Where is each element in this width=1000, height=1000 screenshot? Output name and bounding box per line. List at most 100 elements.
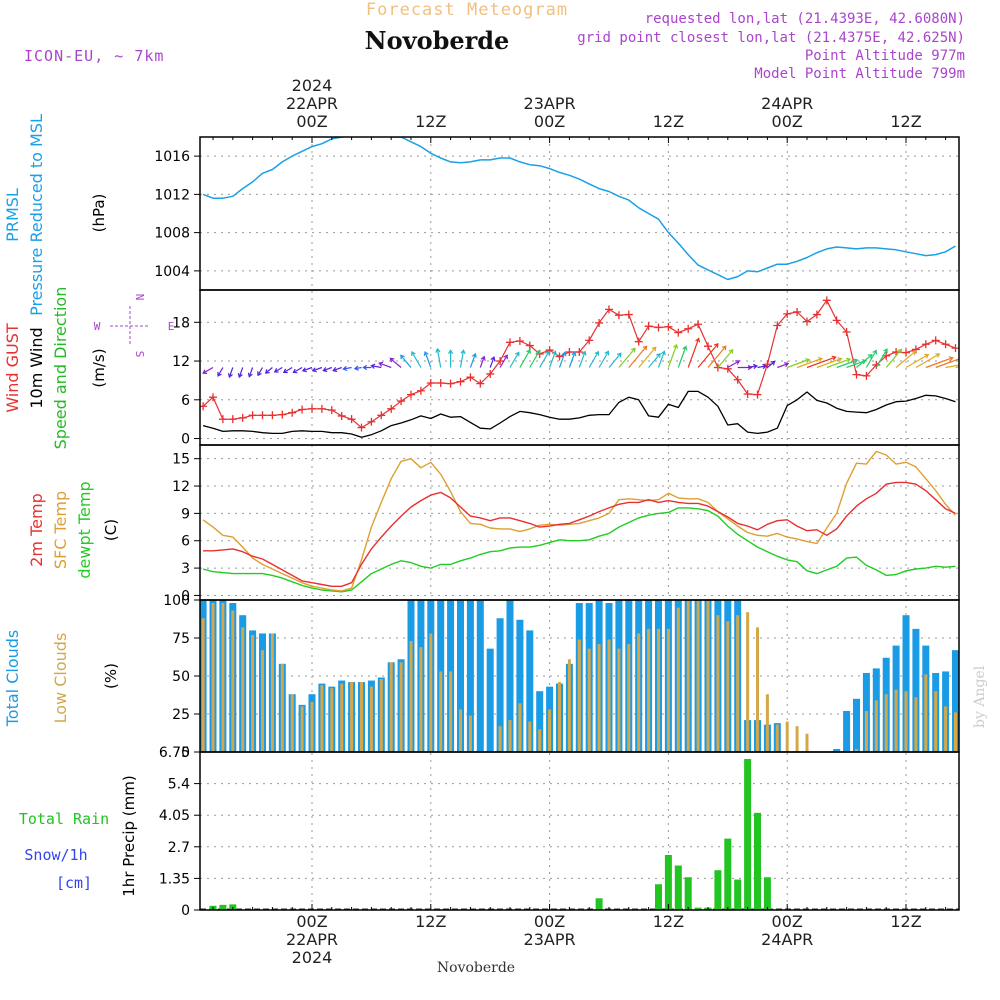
wind-direction-arrow xyxy=(796,357,823,369)
total-cloud-bar xyxy=(536,691,544,752)
wind-direction-arrow xyxy=(237,367,244,379)
low-cloud-bar xyxy=(468,715,472,752)
gust-point xyxy=(812,310,821,319)
wind-direction-arrow xyxy=(915,353,941,369)
low-cloud-bar xyxy=(231,610,235,752)
wind-direction-arrow xyxy=(598,350,610,368)
cloud-unit: (%) xyxy=(102,663,120,689)
pressure-label: Pressure Reduced to MSL xyxy=(27,114,46,316)
dewpt-line xyxy=(202,507,956,593)
wind-direction-arrow xyxy=(509,351,520,368)
location-title: Novoberde xyxy=(365,26,510,55)
gust-point xyxy=(872,360,881,369)
wind-direction-arrow xyxy=(836,358,859,369)
bottom-time-label: 00Z xyxy=(296,912,327,931)
gust-point xyxy=(951,344,959,353)
wind-direction-arrow xyxy=(925,356,954,369)
wind-direction-arrow xyxy=(202,366,214,374)
gust-point xyxy=(228,415,237,424)
rain-bar xyxy=(219,904,227,910)
gust-point xyxy=(723,364,732,373)
panel-frame xyxy=(199,136,960,291)
gust-point xyxy=(743,389,752,398)
temp-unit: (C) xyxy=(102,519,120,541)
low-cloud-bar xyxy=(944,706,948,752)
wind-direction-arrow xyxy=(826,357,852,369)
low-cloud-bar xyxy=(884,694,888,752)
y-tick-label: 15 xyxy=(172,452,190,468)
low-cloud-bar xyxy=(637,633,641,752)
gust-point xyxy=(595,318,604,327)
watermark: by Angel xyxy=(972,665,988,728)
rain-bar xyxy=(734,879,742,910)
top-time-label: 00Z xyxy=(534,112,565,131)
wind-direction-arrow xyxy=(362,364,372,371)
panel-frame xyxy=(199,444,960,601)
low-cloud-bar xyxy=(567,659,571,752)
low-cloud-bar xyxy=(221,603,225,752)
total-cloud-bar xyxy=(486,648,494,752)
wind-direction-arrow xyxy=(489,356,496,368)
low-cloud-bar xyxy=(795,726,799,752)
gust-point xyxy=(614,311,623,320)
wind-direction-arrow xyxy=(816,357,843,369)
bottom-time-label: 24APR xyxy=(761,930,813,949)
y-tick-label: 50 xyxy=(172,669,190,685)
gust-point xyxy=(446,379,455,388)
wind-direction-arrow xyxy=(856,353,873,368)
low-cloud-bar xyxy=(716,615,720,752)
low-cloud-bar xyxy=(379,679,383,752)
y-tick-label: 1004 xyxy=(154,264,190,280)
gust-point xyxy=(387,404,396,413)
low-cloud-bar xyxy=(726,621,730,752)
footer-location: Novoberde xyxy=(437,960,515,976)
wind-label: Speed and Direction xyxy=(51,287,70,450)
wind-direction-arrow xyxy=(549,350,557,368)
wind-direction-arrow xyxy=(558,351,567,368)
low-cloud-bar xyxy=(439,671,443,752)
total-cloud-bar xyxy=(516,619,524,752)
wind-label: Wind GUST xyxy=(3,323,22,413)
gust-point xyxy=(466,373,475,382)
wind-direction-arrow xyxy=(459,349,466,368)
gust-point xyxy=(634,337,643,346)
total-cloud-bar xyxy=(843,710,851,752)
y-tick-label: 1008 xyxy=(154,226,190,242)
bottom-time-label: 12Z xyxy=(653,912,684,931)
wind-direction-arrow xyxy=(747,363,758,370)
gust-point xyxy=(585,336,594,345)
gust-point xyxy=(317,404,326,413)
gust-point xyxy=(476,379,485,388)
wind-direction-arrow xyxy=(806,355,837,369)
panel-frame xyxy=(199,751,960,911)
low-cloud-bar xyxy=(706,600,710,752)
low-cloud-bar xyxy=(657,628,660,752)
low-cloud-bar xyxy=(587,648,591,752)
rain-bar xyxy=(754,812,761,910)
low-cloud-bar xyxy=(449,671,453,752)
gust-point xyxy=(288,408,297,417)
wind-direction-arrow xyxy=(311,366,323,373)
gust-point xyxy=(367,417,376,426)
y-tick-label: 1.35 xyxy=(159,871,190,887)
wind-direction-arrow xyxy=(717,349,734,368)
low-cloud-bar xyxy=(666,628,670,752)
wind-direction-arrow xyxy=(707,345,727,368)
total-cloud-bar xyxy=(833,748,841,752)
wind-direction-arrow xyxy=(588,350,600,368)
rain-bar xyxy=(724,838,732,910)
y-tick-label: 1016 xyxy=(154,149,190,165)
model-label: ICON-EU, ~ 7km xyxy=(24,47,164,65)
gust-point xyxy=(565,348,574,356)
low-cloud-bar xyxy=(904,691,908,752)
gust-point xyxy=(258,411,267,420)
low-cloud-bar xyxy=(538,729,542,752)
low-cloud-bar xyxy=(310,701,314,752)
rain-bar xyxy=(655,884,662,910)
gust-point xyxy=(209,393,217,402)
gust-point xyxy=(377,411,386,420)
gust-point xyxy=(753,390,762,399)
low-cloud-bar xyxy=(498,726,502,752)
low-cloud-bar xyxy=(508,720,512,752)
